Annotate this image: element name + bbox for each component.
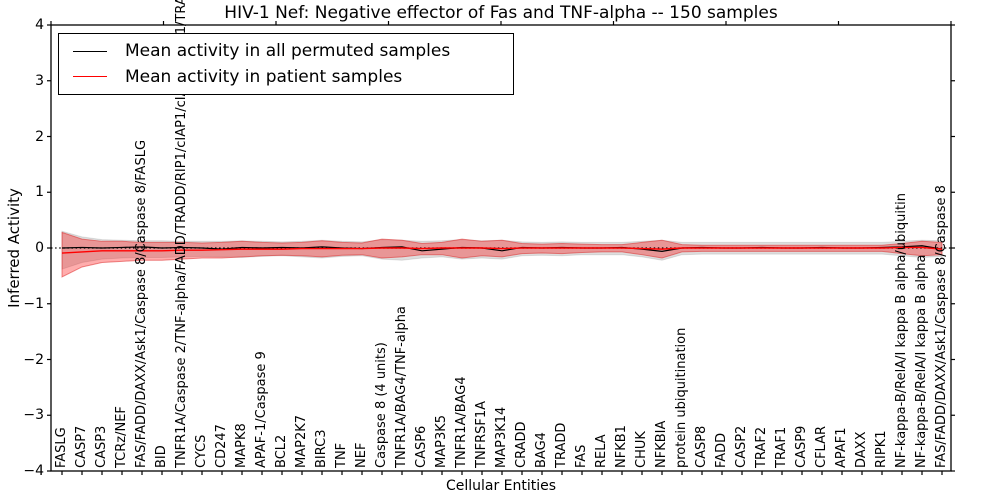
x-tick-label: CASP9	[794, 425, 809, 468]
series-line-patient	[61, 246, 943, 254]
legend-label-patient: Mean activity in patient samples	[125, 66, 403, 87]
legend-line-red	[73, 76, 107, 78]
legend-entry-patient: Mean activity in patient samples	[59, 67, 513, 87]
y-tick-label: 2	[35, 128, 44, 145]
x-tick-label: RELA	[594, 434, 609, 468]
x-tick-label: protein ubiquitination	[674, 327, 689, 468]
legend-line-black	[73, 50, 107, 52]
x-tick-label: CASP8	[694, 425, 709, 468]
legend-label-permuted: Mean activity in all permuted samples	[125, 41, 451, 62]
x-tick-label: BAG4	[534, 432, 549, 468]
x-tick-label: RIPK1	[874, 430, 889, 468]
legend-entry-permuted: Mean activity in all permuted samples	[59, 41, 513, 61]
y-tick-label: 3	[35, 72, 44, 89]
x-tick-label: TNFR1A/BAG4	[454, 376, 469, 468]
x-tick-label: FASLG	[54, 427, 69, 468]
x-tick-label: FAS/FADD/DAXX/Ask1/Caspase 8/Caspase 8	[934, 185, 949, 468]
y-tick-label: −3	[23, 407, 44, 424]
x-tick-label: MAP3K5	[434, 414, 449, 468]
x-tick-label: FAS/FADD/DAXX/Ask1/Caspase 8/Caspase 8/F…	[134, 139, 149, 468]
x-tick-label: CASP6	[414, 425, 429, 468]
x-tick-label: TRAF2	[754, 426, 769, 468]
x-tick-label: MAP3K14	[494, 406, 509, 468]
x-tick-label: NEF	[354, 442, 369, 468]
x-tick-label: FADD	[714, 432, 729, 468]
x-tick-label: TNFRSF1A	[474, 400, 489, 468]
x-tick-label: TRAF1	[774, 426, 789, 468]
y-axis-label: Inferred Activity	[5, 188, 23, 308]
y-tick-label: −2	[23, 351, 44, 368]
x-tick-label: CD247	[214, 424, 229, 468]
x-tick-label: TRADD	[554, 422, 569, 468]
x-tick-label: Caspase 8 (4 units)	[374, 342, 389, 468]
x-tick-label: CRADD	[514, 421, 529, 469]
x-tick-label: CASP2	[734, 425, 749, 468]
x-tick-label: CYCS	[194, 434, 209, 468]
x-tick-label: MAPK8	[234, 423, 249, 468]
patient-samples-band	[61, 231, 943, 278]
y-tick-label: 4	[35, 17, 44, 33]
x-tick-label: TNFR1A/BAG4/TNF-alpha	[394, 306, 409, 468]
x-tick-label: BCL2	[274, 434, 289, 468]
x-tick-label: NF-kappa-B/RelA/I kappa B alpha/ubiquiti…	[894, 193, 909, 468]
x-tick-label: DAXX	[854, 431, 869, 469]
x-tick-label: BID	[154, 445, 169, 468]
x-tick-label: TCRz/NEF	[114, 406, 129, 468]
x-tick-label: MAP2K7	[294, 414, 309, 468]
y-tick-label: 1	[35, 184, 44, 201]
x-tick-label: NFKBIA	[654, 420, 669, 468]
x-tick-label: BIRC3	[314, 429, 329, 469]
x-tick-label: FAS	[574, 444, 589, 468]
y-tick-label: 0	[35, 240, 44, 256]
x-tick-label: TNF	[334, 442, 349, 468]
x-tick-label: APAF-1/Caspase 9	[254, 351, 269, 468]
x-axis-label: Cellular Entities	[445, 478, 557, 494]
y-tick-label: −4	[23, 463, 44, 479]
x-tick-label: CASP7	[74, 425, 89, 468]
x-tick-label: CHUK	[634, 431, 649, 468]
x-tick-label: NF-kappa-B/RelA/I kappa B alpha	[914, 254, 929, 468]
x-tick-label: CASP3	[94, 425, 109, 468]
y-tick-label: −1	[23, 295, 44, 312]
chart-title: HIV-1 Nef: Negative effector of Fas and …	[224, 3, 778, 23]
x-tick-label: NFKB1	[614, 425, 629, 468]
x-tick-label: APAF1	[834, 427, 849, 468]
legend: Mean activity in all permuted samples Me…	[58, 33, 514, 95]
x-tick-label: CFLAR	[814, 425, 829, 468]
